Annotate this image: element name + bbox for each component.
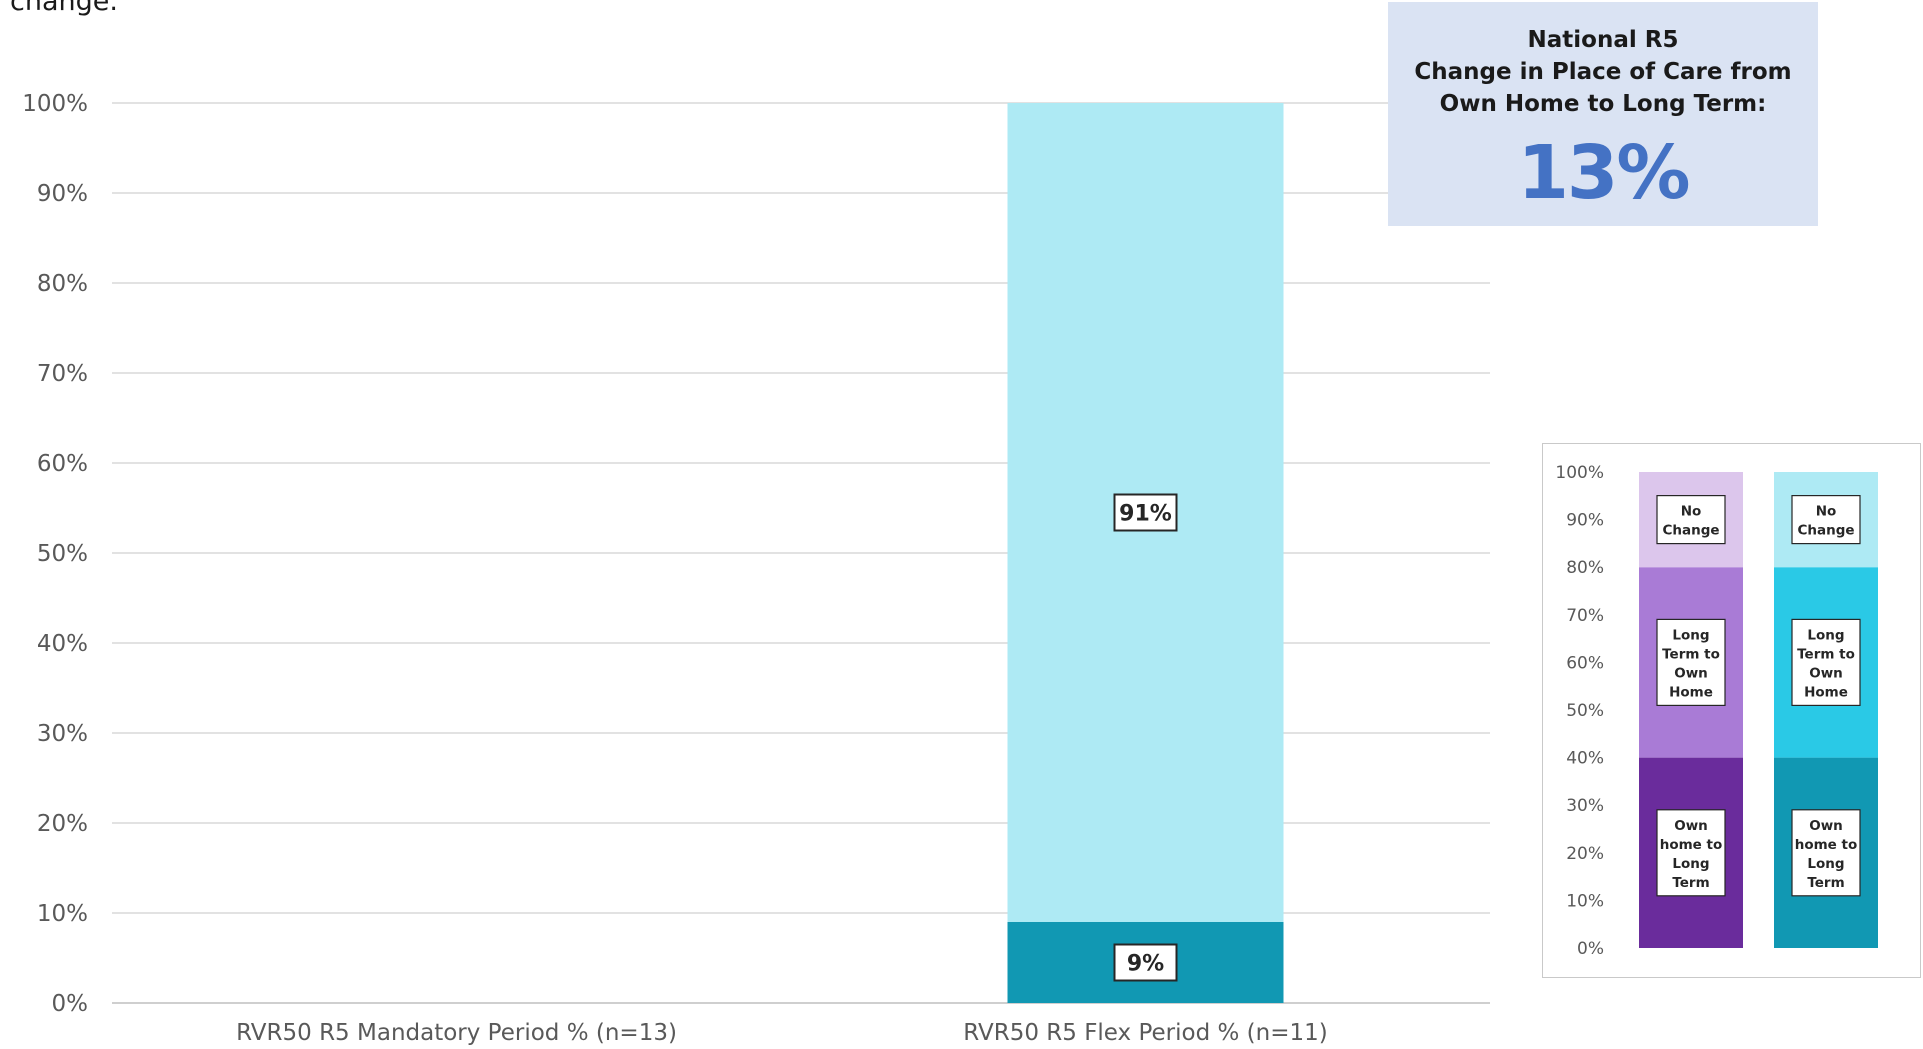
national-r5-callout: National R5 Change in Place of Care from… <box>1388 2 1818 226</box>
legend-y-tick-label: 60% <box>1566 653 1604 673</box>
legend-y-tick-label: 20% <box>1566 844 1604 864</box>
legend-segment-label-box <box>1656 809 1726 897</box>
callout-title-line2: Change in Place of Care from <box>1414 59 1792 85</box>
y-tick-label: 40% <box>37 631 88 657</box>
y-tick-label: 60% <box>37 451 88 477</box>
legend-segment-label-box <box>1791 495 1861 545</box>
x-category-label: RVR50 R5 Flex Period % (n=11) <box>963 1020 1328 1046</box>
legend-segment-label-box <box>1791 618 1861 707</box>
legend-segment-label: Own home to Long Term <box>1795 818 1858 891</box>
callout-title-line1: National R5 <box>1527 27 1679 53</box>
legend-segment-label-box <box>1656 495 1726 545</box>
legend-segment-label-box <box>1791 809 1861 897</box>
legend-y-tick-label: 0% <box>1577 939 1604 959</box>
legend-segment-label: Long Term to Own Home <box>1662 627 1720 700</box>
legend-segment-label: Long Term to Own Home <box>1797 627 1855 700</box>
x-category-label: RVR50 R5 Mandatory Period % (n=13) <box>236 1020 677 1046</box>
legend-y-tick-label: 30% <box>1566 796 1604 816</box>
data-label-box <box>1113 493 1178 532</box>
callout-value: 13% <box>1517 130 1690 216</box>
data-label: 91% <box>1119 502 1172 527</box>
legend-y-tick-label: 90% <box>1566 511 1604 531</box>
legend-y-tick-label: 80% <box>1566 558 1604 578</box>
y-tick-label: 50% <box>37 541 88 567</box>
legend-segment-label: No Change <box>1662 504 1719 539</box>
y-tick-label: 30% <box>37 721 88 747</box>
callout-title-line3: Own Home to Long Term: <box>1439 91 1767 117</box>
y-tick-label: 80% <box>37 271 88 297</box>
data-label-box <box>1113 943 1178 982</box>
intro-text: change. <box>10 0 118 17</box>
y-tick-label: 10% <box>37 901 88 927</box>
y-tick-label: 70% <box>37 361 88 387</box>
legend-segment-label-box <box>1656 618 1726 707</box>
legend-y-tick-label: 10% <box>1566 891 1604 911</box>
y-tick-label: 90% <box>37 181 88 207</box>
legend-y-tick-label: 40% <box>1566 749 1604 769</box>
data-label: 9% <box>1127 952 1164 977</box>
legend-y-tick-label: 100% <box>1555 463 1604 483</box>
legend-y-tick-label: 50% <box>1566 701 1604 721</box>
legend-y-tick-label: 70% <box>1566 606 1604 626</box>
y-tick-label: 0% <box>52 991 89 1017</box>
legend-segment-label: No Change <box>1797 504 1854 539</box>
y-tick-label: 20% <box>37 811 88 837</box>
y-tick-label: 100% <box>22 91 88 117</box>
legend-segment-label: Own home to Long Term <box>1660 818 1723 891</box>
